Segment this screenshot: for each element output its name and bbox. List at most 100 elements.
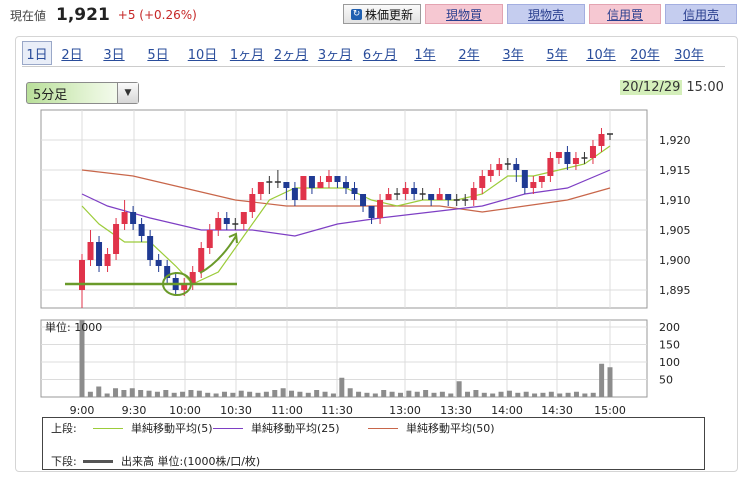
candle-body: [572, 158, 579, 164]
current-price: 1,921: [56, 5, 110, 25]
legend-ma25-label: 単純移動平均(25): [251, 422, 340, 435]
candle-body: [291, 188, 298, 200]
interval-select[interactable]: 5分足 ▼: [26, 82, 139, 104]
volume-bar: [230, 392, 236, 397]
volume-bar: [565, 392, 571, 397]
candle-body: [164, 266, 171, 278]
candle-body: [479, 176, 486, 188]
margin-sell-button[interactable]: 信用売: [665, 4, 737, 24]
chart-time: 15:00: [686, 79, 724, 95]
tab-2-days[interactable]: 2日: [61, 47, 83, 63]
volume-bar: [406, 390, 412, 397]
cash-sell-button[interactable]: 現物売: [507, 4, 585, 24]
period-tabs: 1日 2日 3日 5日 10日 1ヶ月 2ヶ月 3ヶ月 6ヶ月 1年 2年 3年…: [22, 41, 711, 67]
tab-1-day[interactable]: 1日: [22, 41, 52, 65]
volume-bar: [356, 391, 362, 397]
x-tick-label: 13:00: [389, 404, 421, 417]
volume-tick-label: 150: [659, 339, 680, 352]
candle-body: [240, 212, 247, 224]
candle-body: [257, 182, 264, 194]
annotation-arrowhead: [228, 232, 238, 244]
legend-ma25-swatch: [213, 427, 243, 429]
chevron-down-icon: ▼: [117, 83, 138, 103]
x-tick-label: 14:00: [491, 404, 523, 417]
tab-30-years[interactable]: 30年: [674, 47, 704, 63]
volume-bar: [532, 393, 538, 397]
volume-bar: [146, 390, 152, 397]
legend-volume-label: 出来高 単位:(1000株/口/枚): [121, 455, 261, 468]
candle-body: [147, 236, 154, 260]
volume-bar: [540, 392, 546, 397]
tab-2-years[interactable]: 2年: [458, 47, 480, 63]
candle-body: [402, 188, 409, 194]
annotation-circle: [162, 272, 192, 296]
volume-bar: [221, 391, 227, 397]
volume-bar: [414, 391, 420, 397]
refresh-price-button[interactable]: ↻ 株価更新: [343, 4, 421, 24]
candle-body: [317, 182, 324, 188]
candle-body: [564, 152, 571, 164]
y-tick-label: 1,900: [659, 254, 691, 267]
volume-bar: [498, 391, 504, 397]
tab-10-years[interactable]: 10年: [586, 47, 616, 63]
candle-body: [487, 170, 494, 176]
candle-body: [206, 230, 213, 248]
tab-2-months[interactable]: 2ヶ月: [273, 47, 309, 63]
tab-divider: [22, 66, 725, 67]
volume-bar: [431, 392, 437, 397]
candle-body: [198, 248, 205, 272]
volume-tick-label: 50: [659, 374, 673, 387]
volume-bar: [573, 391, 579, 397]
refresh-price-label: 株価更新: [364, 7, 413, 22]
volume-tick-label: 100: [659, 356, 680, 369]
tab-5-days[interactable]: 5日: [147, 47, 169, 63]
tab-1-month[interactable]: 1ヶ月: [229, 47, 265, 63]
volume-bar: [238, 390, 244, 397]
y-tick-label: 1,905: [659, 224, 691, 237]
volume-bar: [213, 393, 219, 397]
candle-body: [538, 176, 545, 182]
candle-body: [521, 170, 528, 188]
x-tick-label: 15:00: [594, 404, 626, 417]
tab-3-months[interactable]: 3ヶ月: [317, 47, 353, 63]
x-tick-label: 14:30: [541, 404, 573, 417]
y-tick-label: 1,910: [659, 194, 691, 207]
tab-5-years[interactable]: 5年: [546, 47, 568, 63]
candle-body: [496, 164, 503, 170]
tab-20-years[interactable]: 20年: [630, 47, 660, 63]
volume-bar: [364, 392, 370, 397]
x-tick-label: 10:00: [169, 404, 201, 417]
volume-bar: [515, 392, 521, 397]
cash-buy-button[interactable]: 現物買: [425, 4, 503, 24]
volume-bar: [347, 388, 353, 397]
volume-bar: [481, 392, 487, 397]
chart-legend: 上段: 単純移動平均(5) 単純移動平均(25) 単純移動平均(50) 下段: …: [42, 417, 705, 470]
candle-body: [249, 194, 256, 212]
legend-lower-label: 下段:: [51, 455, 77, 468]
tab-10-days[interactable]: 10日: [187, 47, 218, 63]
candle-body: [436, 194, 443, 200]
candle-body: [300, 176, 307, 200]
candle-body: [87, 242, 94, 260]
x-tick-label: 10:30: [220, 404, 252, 417]
tab-1-year[interactable]: 1年: [414, 47, 436, 63]
interval-select-value: 5分足: [33, 87, 68, 103]
volume-bar: [121, 390, 127, 397]
volume-bar: [339, 377, 345, 397]
candle-body: [343, 182, 349, 188]
volume-bar: [465, 391, 471, 397]
tab-3-years[interactable]: 3年: [502, 47, 524, 63]
candle-body: [360, 194, 367, 206]
volume-bar: [180, 391, 186, 397]
tab-3-days[interactable]: 3日: [103, 47, 125, 63]
volume-bar: [255, 392, 261, 397]
margin-buy-button[interactable]: 信用買: [589, 4, 661, 24]
volume-bar: [582, 393, 588, 397]
volume-bar: [448, 393, 454, 397]
tab-6-months[interactable]: 6ヶ月: [362, 47, 398, 63]
candle-body: [530, 182, 537, 188]
volume-bar: [138, 390, 144, 397]
volume-bar: [607, 367, 613, 397]
candle-body: [189, 272, 196, 284]
